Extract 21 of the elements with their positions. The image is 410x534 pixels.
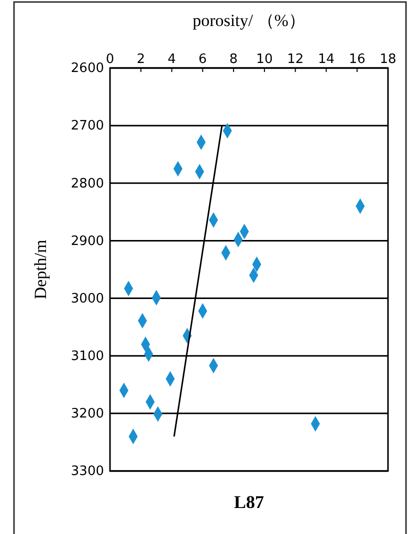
y-tick-label: 2600 [70,61,104,76]
y-tick-label: 2800 [70,176,104,192]
x-tick-label: 10 [256,52,273,67]
y-tick-label: 3000 [70,291,104,306]
y-tick-label: 3100 [70,349,104,364]
x-tick-label: 18 [380,52,396,67]
x-axis-title: porosity/ （%） [192,11,306,30]
x-tick-label: 14 [318,52,334,67]
x-tick-label: 6 [198,52,207,67]
x-tick-label: 4 [168,52,176,67]
x-tick-label: 2 [136,52,146,67]
x-tick-label: 8 [229,52,238,67]
y-tick-label: 3200 [70,406,104,422]
y-axis-title: Depth/m [31,240,50,300]
x-tick-label: 12 [287,52,304,67]
x-tick-label: 0 [106,52,114,67]
y-tick-label: 2900 [70,234,104,249]
y-tick-label: 2700 [70,118,104,134]
text: L87 [234,492,264,512]
y-tick-label: 3300 [70,464,104,480]
x-tick-label: 16 [348,52,366,67]
